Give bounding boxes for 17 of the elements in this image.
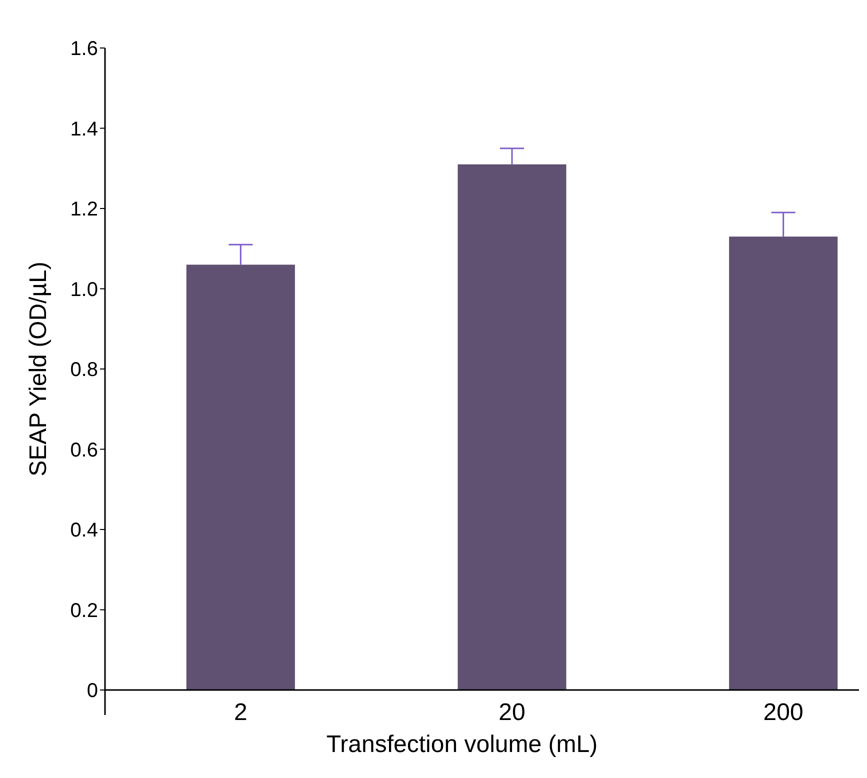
y-tick-label: 1.0 [70,278,98,301]
x-tick-label: 20 [498,699,526,726]
y-tick-label: 0.6 [70,439,98,462]
y-tick-label: 1.2 [70,198,98,220]
x-axis-title: Transfection volume (mL) [326,731,598,758]
bar [186,264,295,690]
y-tick-label: 1.4 [70,118,98,140]
y-tick-label: 0 [86,680,98,702]
x-tick-label: 2 [234,699,248,726]
y-tick-label: 0.2 [70,600,98,622]
y-axis-title: SEAP Yield (OD/µL) [25,262,52,476]
bar [458,164,566,690]
y-tick-label: 1.6 [70,38,98,60]
x-tick-label: 200 [763,699,804,726]
bar [729,236,838,690]
y-tick-label: 0.8 [70,359,98,381]
y-tick-label: 0.4 [70,520,98,542]
